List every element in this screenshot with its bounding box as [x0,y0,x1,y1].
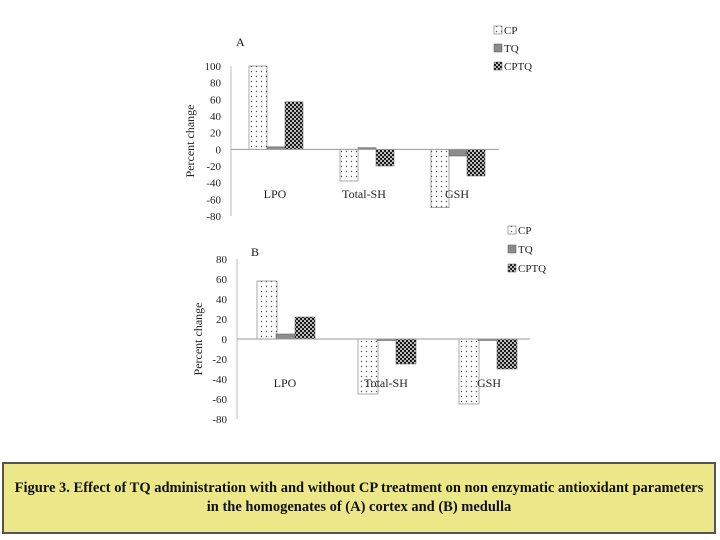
y-tick-label: 60 [210,94,222,106]
bar-cptq-gsh [496,338,518,370]
bar-tq-gsh [448,149,468,157]
legend-swatch-tq [507,244,517,254]
legend-label: CP [504,25,517,37]
chart-panel-a: A -80 -60 -40 -20 0 20 40 60 80 100 Percent change L… [183,25,532,223]
y-axis-label: Percent change [191,303,205,376]
figure-caption: Figure 3. Effect of TQ administration wi… [14,480,704,515]
bar-tq-lpo [275,333,297,340]
bar-cp-gsh [458,338,480,405]
y-tick-label: 80 [216,254,228,266]
legend-swatch-cp [493,25,503,35]
y-tick-label: -60 [206,194,221,206]
y-tick-label: -40 [206,178,221,190]
legend-label: TQ [518,244,533,256]
legend-label: TQ [504,43,519,55]
y-tick-label: -20 [206,161,221,173]
category-label: Total-SH [364,376,408,390]
legend-label: CP [518,225,531,237]
bar-cp-lpo [256,280,278,340]
legend-label: CPTQ [518,263,546,275]
panel-label: A [236,35,245,49]
legend-swatch-cptq [507,263,517,273]
bar-cp-lpo [248,65,268,150]
y-tick-label: -40 [212,374,227,386]
category-label: GSH [477,376,501,390]
legend-swatch-tq [493,43,503,53]
y-tick-label: -80 [212,414,227,426]
y-tick-label: 80 [210,78,222,90]
category-label: Total-SH [342,187,386,201]
category-label: GSH [445,187,469,201]
caption-box: Figure 3. Effect of TQ administration wi… [2,462,716,534]
bar-cp-total-sh [339,149,359,182]
category-label: LPO [274,376,297,390]
category-label: LPO [264,187,287,201]
y-tick-label: 20 [216,314,228,326]
y-tick-label: 40 [216,294,228,306]
y-tick-label: 100 [205,61,222,73]
figure-charts: A -80 -60 -40 -20 0 20 40 60 80 100 Percent change L… [183,25,546,426]
y-axis-label: Percent change [183,105,197,178]
legend-swatch-cptq [493,61,503,71]
y-tick-label: 0 [222,334,228,346]
panel-label: B [251,245,259,259]
y-tick-label: 40 [210,111,222,123]
legend-label: CPTQ [504,61,532,73]
chart-panel-b: B -80 -60 -40 -20 0 20 40 60 80 Percent change LPO T… [191,225,546,426]
bar-cptq-total-sh [375,149,395,167]
bar-cptq-lpo [284,101,304,150]
bar-cptq-gsh [466,149,486,177]
y-tick-label: -20 [212,354,227,366]
y-tick-label: 20 [210,128,222,140]
legend-swatch-cp [507,225,517,235]
y-tick-label: -80 [206,211,221,223]
y-tick-label: 0 [216,144,222,156]
y-tick-label: 60 [216,274,228,286]
bar-cptq-lpo [294,316,316,340]
y-tick-label: -60 [212,394,227,406]
bar-cptq-total-sh [395,338,417,365]
